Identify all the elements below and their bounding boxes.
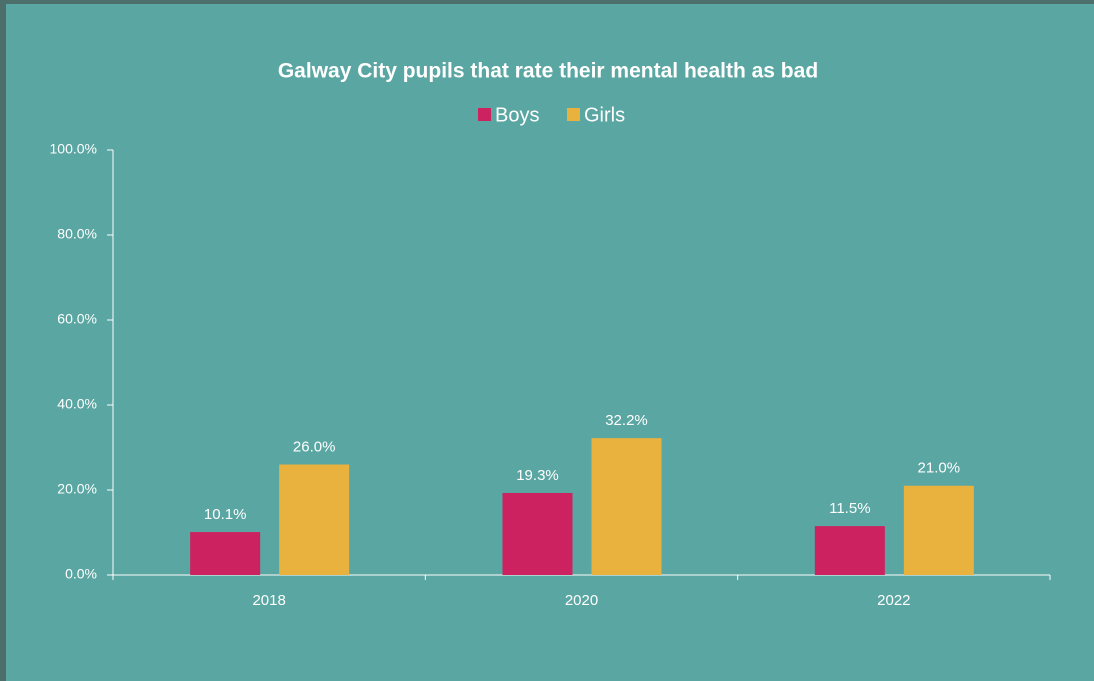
legend-swatch [567,108,580,121]
x-tick-label: 2022 [877,592,910,609]
bar [903,485,974,575]
bar [502,492,573,575]
value-label: 21.0% [918,460,961,477]
y-tick-label: 40.0% [57,396,97,412]
y-tick-label: 20.0% [57,481,97,497]
value-label: 26.0% [293,438,336,455]
bar [591,438,662,575]
value-label: 32.2% [605,412,648,429]
photo-edge [0,0,6,681]
legend-swatch [478,108,491,121]
y-tick-label: 100.0% [50,141,97,157]
photo-edge [0,0,1094,4]
y-tick-label: 0.0% [65,566,97,582]
value-label: 11.5% [829,500,870,517]
value-label: 10.1% [204,506,247,523]
y-tick-label: 60.0% [57,311,97,327]
x-tick-label: 2020 [565,592,598,609]
legend-label: Boys [495,104,539,126]
chart-title: Galway City pupils that rate their menta… [278,60,818,83]
bar [190,532,261,575]
bar [279,464,350,575]
bar [814,526,885,575]
legend-label: Girls [584,104,625,126]
x-tick-label: 2018 [252,592,285,609]
y-tick-label: 80.0% [57,226,97,242]
value-label: 19.3% [516,467,559,484]
